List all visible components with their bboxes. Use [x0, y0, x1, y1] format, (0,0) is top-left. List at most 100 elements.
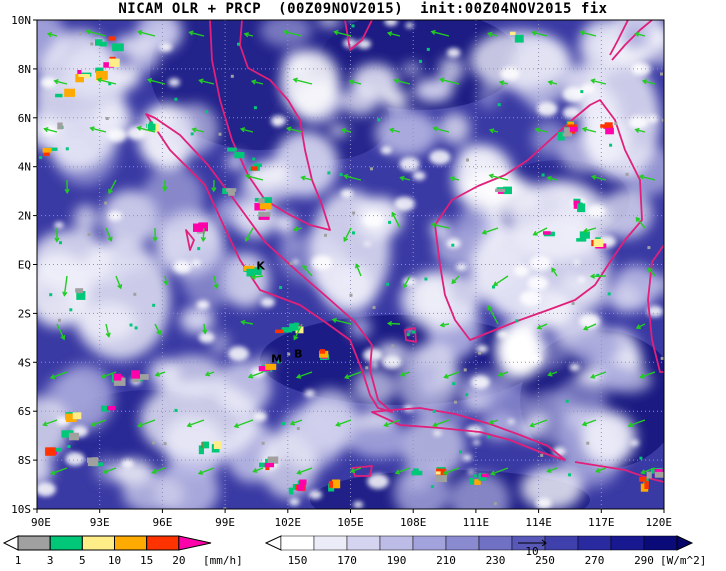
wind-arrow-shaft — [251, 275, 264, 279]
wind-arrow-shaft — [548, 81, 558, 85]
precip-cell — [57, 122, 63, 130]
wind-arrow-shaft — [444, 371, 460, 378]
wind-arrow-shaft — [582, 419, 597, 426]
cloud-cell — [228, 346, 249, 362]
cloud-cell — [362, 212, 384, 228]
wind-arrow-head — [386, 31, 393, 37]
wind-arrow-head — [43, 127, 49, 133]
precip-pixel — [419, 59, 422, 63]
wind-arrow-shaft — [105, 323, 110, 337]
precip-cell — [234, 152, 245, 159]
wind-arrow-shaft — [51, 467, 68, 475]
wind-arrow-shaft — [488, 32, 499, 37]
lat-label: 2S — [18, 307, 31, 320]
cloud-blob — [650, 275, 664, 295]
wind-arrow-shaft — [343, 227, 352, 242]
coastline-bangka — [404, 327, 417, 343]
wind-arrow-shaft — [355, 264, 362, 277]
precip-colorbar-tick: 3 — [47, 554, 54, 567]
cloud-cell — [562, 86, 585, 102]
wind-arrow-head — [60, 335, 66, 341]
olr-colorbar-tick: 190 — [387, 554, 407, 567]
wind-arrow-head — [108, 188, 113, 195]
wind-arrow-head — [300, 175, 306, 181]
wind-arrow-shaft — [334, 31, 352, 37]
coastline-sulawesi — [647, 244, 664, 373]
wind-arrow-head — [137, 422, 143, 428]
cloud-mass — [140, 380, 260, 460]
cloud-cell — [364, 241, 371, 247]
wind-arrow-shaft — [350, 467, 362, 473]
cloud-blob — [273, 131, 339, 197]
precip-cell — [296, 484, 305, 491]
cloud-cell — [496, 330, 509, 339]
precip-pixel — [39, 156, 43, 160]
precip-pixel — [351, 24, 355, 28]
precip-pixel — [261, 441, 265, 445]
wind-arrow-head — [245, 236, 250, 242]
precip-cell — [593, 238, 604, 247]
precip-pixel — [105, 117, 109, 120]
wind-arrow-shaft — [349, 80, 362, 85]
olr-colorbar-tick: 210 — [436, 554, 456, 567]
cloud-cell — [628, 115, 648, 130]
wind-arrow-shaft — [293, 323, 303, 340]
precip-cell — [288, 487, 294, 493]
precip-cell — [99, 41, 107, 47]
coastline-sumatra — [145, 113, 393, 413]
precip-pixel — [287, 352, 291, 356]
wind-arrow-head — [156, 330, 162, 336]
cloud-blob — [613, 348, 638, 368]
cloud-blob — [609, 283, 642, 313]
precip-pixel — [388, 220, 392, 224]
lat-label: 6S — [18, 405, 31, 418]
wind-arrow-head — [163, 280, 169, 286]
reference-vector-label: 10 — [525, 545, 538, 558]
lon-label: 111E — [463, 516, 490, 529]
precip-cell — [509, 31, 516, 36]
olr-colorbar-unit: [W/m^2] — [660, 554, 706, 567]
precip-cell — [96, 67, 104, 73]
wind-arrow-shaft — [583, 227, 597, 233]
wind-arrow-head — [627, 422, 633, 428]
cloud-cell — [562, 106, 581, 120]
olr-colorbar-over — [676, 535, 694, 551]
wind-arrow-head — [386, 320, 393, 327]
precip-colorbar-swatch — [81, 535, 116, 551]
wind-arrow-shaft — [199, 79, 215, 85]
precip-cell — [139, 374, 149, 380]
precip-pixel — [104, 201, 108, 205]
wind-arrow-shaft — [583, 323, 597, 330]
precip-cell — [265, 363, 277, 370]
precip-pixel — [49, 293, 53, 297]
wind-arrow-head — [635, 324, 641, 329]
precip-cell — [258, 215, 270, 220]
cloud-blob — [348, 423, 413, 458]
precip-pixel — [59, 241, 62, 245]
wind-arrow-shaft — [213, 275, 218, 289]
precip-colorbar-tick: 1 — [15, 554, 22, 567]
wind-arrow-head — [399, 175, 405, 181]
lat-label: 10S — [11, 503, 31, 516]
precip-cell — [45, 447, 56, 456]
wind-arrow-head — [355, 263, 360, 269]
wind-arrow-shaft — [252, 80, 264, 85]
cloud-blob — [576, 368, 604, 385]
olr-colorbar-tick: 290 — [634, 554, 654, 567]
precip-pixel — [223, 507, 227, 509]
wind-arrow-shaft — [241, 128, 254, 133]
cloud-blob — [531, 120, 567, 156]
coastline-java — [371, 407, 566, 461]
wind-arrow-head — [204, 371, 211, 377]
wind-arrow-head — [296, 469, 302, 475]
precip-colorbar-swatch — [49, 535, 83, 551]
cloud-blob — [374, 110, 438, 157]
wind-arrow-shaft — [152, 467, 166, 474]
cloud-blob — [293, 400, 361, 454]
wind-arrow-head — [331, 317, 337, 323]
wind-arrow-head — [399, 371, 406, 377]
cloud-blob — [622, 26, 646, 52]
wind-arrow-head — [62, 291, 68, 297]
precip-pixel — [65, 147, 69, 151]
wind-arrow-head — [641, 79, 648, 85]
